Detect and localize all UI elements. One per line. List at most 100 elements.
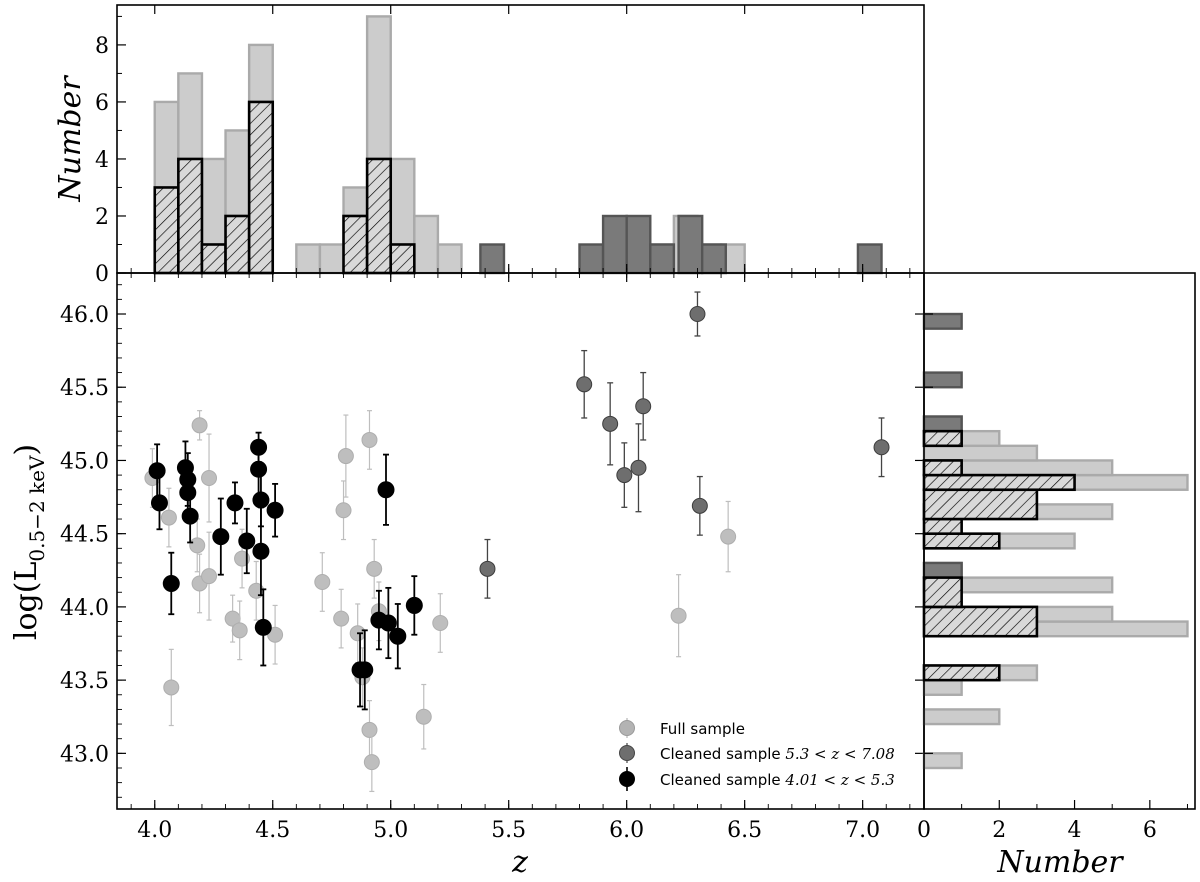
right-hist-bar <box>922 708 1001 726</box>
right-hist-bar <box>922 429 963 448</box>
top-hist-bar <box>177 157 204 275</box>
top-hist-bar <box>578 243 605 275</box>
top-hist-series-2 <box>153 100 416 275</box>
top-ytick-label: 0 <box>95 262 109 287</box>
legend-label-full-sample: Full sample <box>660 720 745 738</box>
main-xtick-label: 7.0 <box>845 818 880 843</box>
legend-label-math: 5.3 < z < 7.08 <box>785 745 894 763</box>
scatter-point <box>150 494 168 512</box>
scatter-point <box>377 481 395 499</box>
scatter-point <box>405 596 423 614</box>
legend-marker-cleaned-high-z <box>619 745 635 761</box>
scatter-point <box>689 306 706 323</box>
scatter-point <box>189 537 206 554</box>
main-ytick-label: 43.5 <box>60 669 109 694</box>
scatter-point <box>163 679 180 696</box>
scatter-point <box>379 614 397 632</box>
main-xtick-label: 5.5 <box>491 818 526 843</box>
right-hist-bar <box>922 561 963 579</box>
top-ytick-label: 4 <box>95 148 109 173</box>
legend-entry-full-sample: Full sample <box>619 718 745 738</box>
top-hist-bar <box>247 100 275 275</box>
main-ytick-label: 45.5 <box>60 376 109 401</box>
main-xtick-label: 5.0 <box>373 818 408 843</box>
legend-label-cleaned-low-z: Cleaned sample 4.01 < z < 5.3 <box>660 771 895 789</box>
x-axis-label: z <box>511 845 528 880</box>
scatter-point <box>366 560 383 577</box>
scatter-point <box>356 661 374 679</box>
y-axis-label-base: log(L <box>9 562 44 641</box>
right-hist-bar <box>922 473 1076 492</box>
scatter-point <box>201 470 218 487</box>
legend-entry-cleaned-low-z: Cleaned sample 4.01 < z < 5.3 <box>619 767 895 791</box>
right-xtick-label: 0 <box>917 818 931 843</box>
scatter-points <box>144 291 890 793</box>
top-histogram-panel: 0 2 4 6 8 Number <box>53 4 925 287</box>
right-xtick-label: 4 <box>1068 818 1082 843</box>
scatter-point <box>226 494 244 512</box>
scatter-series-2 <box>148 431 423 711</box>
main-scatter-frame <box>116 272 925 810</box>
scatter-point <box>201 568 218 585</box>
scatter-point <box>266 501 284 519</box>
right-xtick-label: 2 <box>992 818 1006 843</box>
right-histogram-panel: 0 2 4 6 Number <box>917 272 1196 880</box>
scatter-point <box>335 502 352 519</box>
scatter-point <box>238 532 256 550</box>
right-hist-bar <box>922 576 963 609</box>
top-hist-bar <box>700 243 727 275</box>
right-hist-bar <box>922 371 963 389</box>
scatter-point <box>191 417 208 434</box>
top-hist-bar <box>365 157 393 275</box>
scatter-point <box>363 754 380 771</box>
scatter-point <box>616 467 633 484</box>
top-hist-bar <box>649 243 676 275</box>
scatter-point <box>254 618 272 636</box>
y-axis-label: log(L0.5−2 keV) <box>9 444 49 640</box>
top-hist-bar <box>413 214 440 275</box>
scatter-point <box>231 622 248 639</box>
right-hist-bar <box>922 459 963 477</box>
scatter-point <box>252 542 270 560</box>
scatter-point <box>361 431 378 448</box>
right-hist-series-2 <box>922 429 1076 682</box>
top-hist-bar <box>200 243 227 275</box>
scatter-point <box>479 560 496 577</box>
scatter-series-1 <box>479 291 890 599</box>
main-ytick-label: 44.5 <box>60 523 109 548</box>
top-hist-bar <box>342 214 369 275</box>
top-hist-bar <box>601 214 628 275</box>
scatter-point <box>333 610 350 627</box>
right-hist-bar <box>922 312 963 330</box>
y-axis-label-subscript: 0.5−2 keV <box>25 455 49 562</box>
main-xtick-label: 6.5 <box>727 818 762 843</box>
legend: Full sample Cleaned sample 5.3 < z < 7.0… <box>619 718 895 791</box>
scatter-point <box>389 627 407 645</box>
scatter-point <box>162 574 180 592</box>
scatter-point <box>179 484 197 502</box>
main-ticks: 4.0 4.5 5.0 5.5 6.0 6.5 7.0 43.0 43.5 44.0 44.5 45.… <box>60 273 924 843</box>
top-y-axis-label: Number <box>53 75 88 203</box>
right-hist-bar <box>922 444 1039 462</box>
scatter-point <box>314 574 331 591</box>
right-hist-series-0 <box>922 415 1189 770</box>
top-hist-bar <box>677 214 704 275</box>
top-histogram-bars <box>153 15 883 275</box>
scatter-point <box>602 415 619 432</box>
legend-entry-cleaned-high-z: Cleaned sample 5.3 < z < 7.08 <box>619 743 895 763</box>
y-axis-label-close: ) <box>9 444 44 456</box>
scatter-point <box>691 497 708 514</box>
legend-marker-full-sample <box>619 720 635 736</box>
main-xtick-label: 6.0 <box>609 818 644 843</box>
main-ytick-label: 44.0 <box>60 596 109 621</box>
top-hist-bar <box>389 243 416 275</box>
right-hist-bar <box>922 488 1039 521</box>
right-histogram-frame <box>923 272 1196 810</box>
top-ytick-label: 8 <box>95 34 109 59</box>
legend-marker-cleaned-low-z <box>619 771 635 787</box>
top-hist-bar <box>318 243 345 275</box>
scatter-point <box>873 439 890 456</box>
main-scatter-panel: 4.0 4.5 5.0 5.5 6.0 6.5 7.0 43.0 43.5 44.0 44.5 45.… <box>9 272 925 880</box>
right-histogram-ticks: 0 2 4 6 <box>917 313 1188 843</box>
top-hist-bar <box>479 243 506 275</box>
